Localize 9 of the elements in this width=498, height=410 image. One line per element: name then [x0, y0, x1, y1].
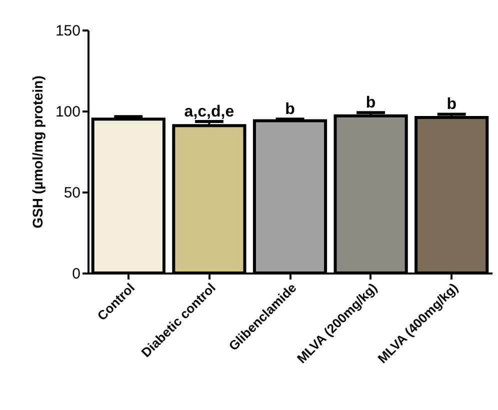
y-tick-label: 150	[55, 22, 80, 40]
y-axis-title: GSH (µmol/mg protein)	[29, 76, 46, 228]
annotation: b	[285, 101, 296, 118]
y-tick-label: 100	[55, 104, 80, 120]
y-tick-label: 0	[72, 266, 80, 282]
y-tick-label: 50	[64, 184, 80, 202]
annotation: b	[446, 96, 457, 114]
annotation: a,c,d,e	[184, 104, 234, 121]
annotation: b	[366, 94, 376, 112]
